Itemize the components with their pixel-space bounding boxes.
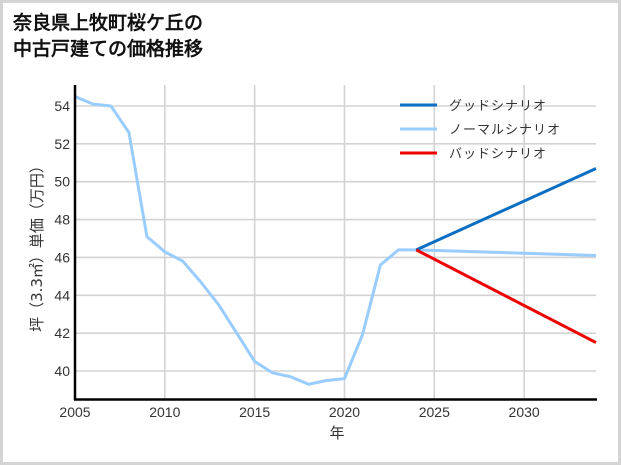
chart-title-line1: 奈良県上牧町桜ケ丘の (13, 12, 204, 34)
series-line (415, 248, 597, 344)
x-tick-label: 2025 (419, 404, 450, 420)
y-tick-label: 52 (54, 136, 70, 152)
x-tick-label: 2030 (509, 404, 540, 420)
series-line (74, 95, 597, 386)
x-tick-labels: 2005 2010 2015 2020 2025 2030 (59, 404, 539, 420)
x-tick-label: 2005 (59, 404, 90, 420)
x-tick-label: 2020 (329, 404, 360, 420)
y-tick-label: 44 (54, 287, 70, 303)
legend-label: ノーマルシナリオ (449, 123, 561, 138)
y-tick-label: 40 (54, 363, 70, 379)
y-tick-label: 50 (54, 174, 70, 190)
y-tick-labels: 40 42 44 46 48 50 52 54 (54, 98, 70, 379)
chart-title: 奈良県上牧町桜ケ丘の 中古戸建ての価格推移 (13, 10, 203, 62)
y-tick-label: 48 (54, 212, 70, 228)
x-tick-label: 2015 (239, 404, 270, 420)
legend-label: グッドシナリオ (449, 99, 547, 114)
x-tick-label: 2010 (149, 404, 180, 420)
axes (73, 85, 597, 401)
legend-label: バッドシナリオ (449, 147, 547, 162)
x-axis-label: 年 (329, 424, 344, 442)
y-axis-label: 坪（3.3㎡）単価（万円） (28, 158, 46, 332)
grid-lines (75, 85, 596, 399)
y-tick-label: 54 (54, 98, 70, 114)
series-line (415, 167, 597, 252)
y-tick-label: 42 (54, 325, 70, 341)
y-tick-label: 46 (54, 249, 70, 265)
data-series (74, 95, 597, 386)
chart-title-line2: 中古戸建ての価格推移 (13, 38, 204, 60)
